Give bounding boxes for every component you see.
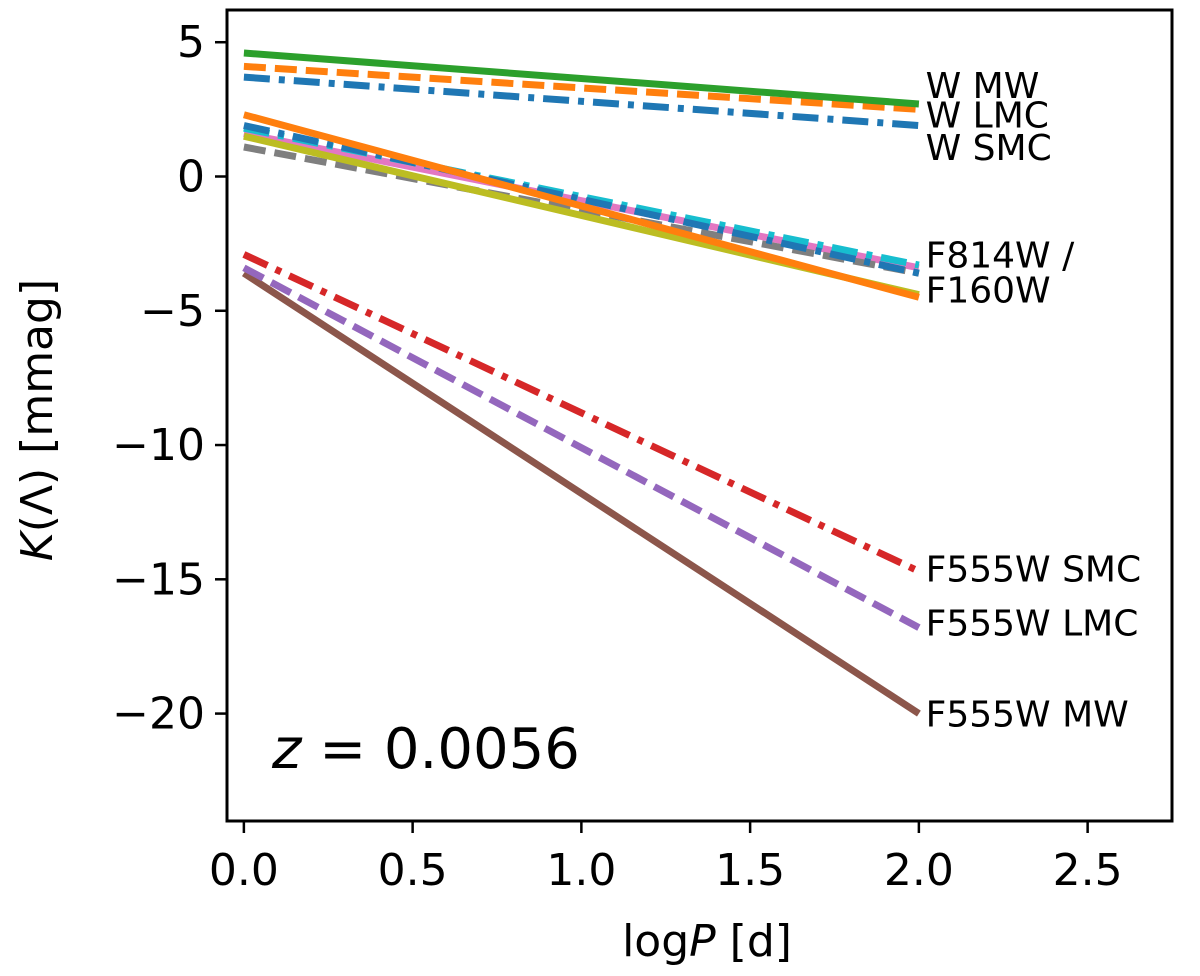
x-axis-label-unit: [d] (716, 916, 792, 967)
series-line-f814w-lmc (243, 143, 920, 277)
series-line-f160w-smc (243, 122, 920, 277)
x-tick-label: 2.0 (884, 845, 954, 896)
y-tick-label: −15 (112, 554, 205, 605)
line-label: W LMC (926, 96, 1049, 137)
redshift-var: z (271, 717, 303, 782)
line-label: F555W SMC (926, 550, 1142, 591)
y-tick-label: −10 (112, 420, 205, 471)
x-tick-label: 1.0 (546, 845, 616, 896)
series-line-f555w-lmc (242, 264, 921, 631)
x-axis-label-main: log (622, 916, 689, 967)
series-line-f555w-smc (242, 251, 921, 575)
series-line-f555w-mw (241, 270, 921, 717)
series-line-w-mw (243, 49, 920, 108)
series-line-w-smc (243, 73, 920, 129)
y-tick-label: −20 (112, 689, 205, 740)
line-label: W MW (926, 66, 1040, 107)
series-line-f160w-lmc (242, 111, 920, 301)
x-tick-label: 0.0 (209, 845, 279, 896)
plot-frame (225, 8, 1174, 823)
redshift-annotation: z = 0.0056 (271, 717, 580, 782)
x-tick-label: 1.5 (715, 845, 785, 896)
y-axis-label-var: K (12, 529, 63, 561)
y-tick-label: 5 (177, 17, 205, 68)
line-label: F555W LMC (926, 603, 1139, 644)
y-tick-label: −5 (140, 286, 205, 337)
redshift-value: = 0.0056 (301, 717, 579, 782)
y-tick-label: 0 (177, 151, 205, 202)
series-layer (241, 49, 921, 717)
y-axis-label: K(Λ) [mmag] (12, 279, 63, 561)
line-label: F814W / (926, 235, 1075, 276)
x-tick-label: 2.5 (1053, 845, 1123, 896)
ticks-layer: 0.0 0.5 1.0 1.5 2.0 2.5 5 0 −5 −10 −15 −20 (112, 17, 1122, 896)
line-label: W SMC (926, 128, 1052, 169)
y-axis-label-rest: (Λ) [mmag] (12, 279, 63, 532)
series-line-w-lmc (243, 62, 920, 113)
line-label: F160W (926, 270, 1051, 311)
line-label: F555W MW (926, 695, 1129, 736)
x-axis-label: logP [d] (622, 916, 792, 967)
x-axis-label-var: P (689, 916, 716, 967)
x-tick-label: 0.5 (378, 845, 448, 896)
